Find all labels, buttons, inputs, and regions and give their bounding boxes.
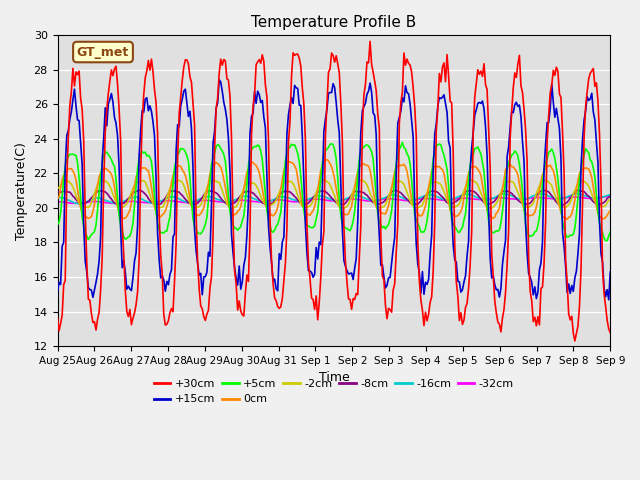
Text: GT_met: GT_met [77,46,129,59]
Y-axis label: Temperature(C): Temperature(C) [15,142,28,240]
Legend: +30cm, +15cm, +5cm, 0cm, -2cm, -8cm, -16cm, -32cm: +30cm, +15cm, +5cm, 0cm, -2cm, -8cm, -16… [149,374,518,409]
Title: Temperature Profile B: Temperature Profile B [252,15,417,30]
X-axis label: Time: Time [319,372,349,384]
